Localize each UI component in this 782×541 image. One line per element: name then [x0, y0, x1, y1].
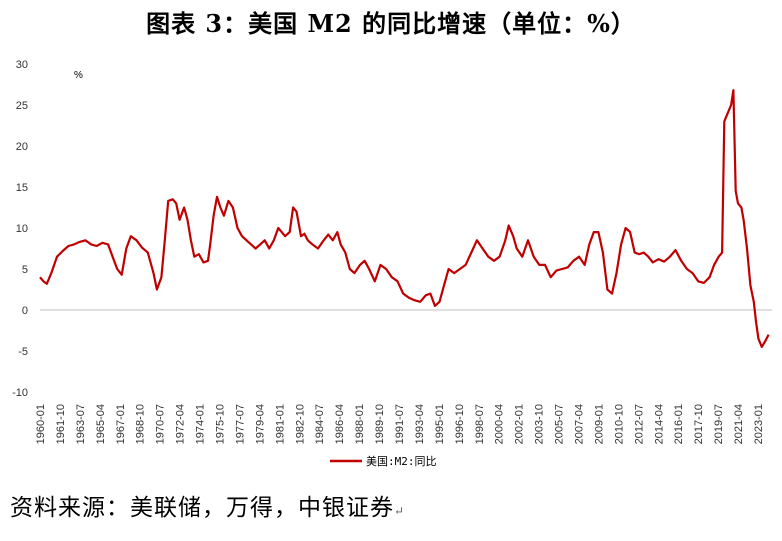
x-tick-label: 1989-10 [374, 404, 386, 444]
x-tick-label: 1986-04 [334, 404, 346, 444]
x-tick-label: 1961-10 [55, 404, 67, 444]
x-tick-label: 2007-04 [574, 404, 586, 444]
series-line-m2-yoy [39, 89, 770, 348]
y-tick-label: -10 [12, 387, 28, 399]
x-tick-label: 1991-07 [394, 404, 406, 444]
y-axis-unit-label: % [74, 70, 83, 81]
x-tick-label: 1970-07 [155, 404, 167, 444]
legend: 美国:M2:同比 [330, 455, 437, 468]
legend-label: 美国:M2:同比 [366, 455, 437, 468]
x-axis-tick-labels: 1960-01 1961-10 1963-07 1965-04 1967-01 1968-… [35, 404, 765, 444]
return-mark: ↵ [394, 504, 406, 518]
x-tick-label: 1967-01 [115, 404, 127, 444]
x-tick-label: 2002-01 [514, 404, 526, 444]
x-tick-label: 2012-07 [633, 404, 645, 444]
x-tick-label: 2023-01 [753, 404, 765, 444]
x-tick-label: 1965-04 [95, 404, 107, 444]
x-tick-label: 1979-04 [254, 404, 266, 444]
x-tick-label: 1963-07 [75, 404, 87, 444]
y-tick-label: -5 [18, 346, 28, 358]
y-tick-label: 25 [16, 100, 28, 112]
y-tick-label: 30 [16, 59, 28, 71]
x-tick-label: 2019-07 [713, 404, 725, 444]
y-tick-label: 0 [22, 305, 28, 317]
x-tick-label: 1995-01 [434, 404, 446, 444]
x-tick-label: 1998-07 [474, 404, 486, 444]
x-tick-label: 1975-10 [215, 404, 227, 444]
x-tick-label: 1960-01 [35, 404, 47, 444]
x-tick-label: 2014-04 [653, 404, 665, 444]
y-tick-label: 15 [16, 182, 28, 194]
x-tick-label: 2017-10 [693, 404, 705, 444]
y-tick-label: 10 [16, 223, 28, 235]
y-tick-label: 5 [22, 264, 28, 276]
x-tick-label: 1984-07 [314, 404, 326, 444]
x-tick-label: 1974-01 [195, 404, 207, 444]
y-axis-tick-labels: 30 25 20 15 10 5 0 -5 -10 [12, 59, 28, 399]
x-tick-label: 1977-07 [234, 404, 246, 444]
x-tick-label: 1972-04 [175, 404, 187, 444]
x-tick-label: 2003-10 [534, 404, 546, 444]
x-tick-label: 2021-04 [733, 404, 745, 444]
source-text: 资料来源：美联储，万得，中银证券 [10, 495, 394, 521]
x-tick-label: 2016-01 [673, 404, 685, 444]
y-tick-label: 20 [16, 141, 28, 153]
x-tick-label: 1993-04 [414, 404, 426, 444]
x-tick-label: 1988-01 [354, 404, 366, 444]
x-tick-label: 1982-10 [294, 404, 306, 444]
source-note: 资料来源：美联储，万得，中银证券↵ [10, 488, 405, 522]
x-tick-label: 2009-01 [593, 404, 605, 444]
chart-title: 图表 3：美国 M2 的同比增速（单位：%） [146, 9, 636, 38]
x-tick-label: 1996-10 [454, 404, 466, 444]
x-tick-label: 2005-07 [554, 404, 566, 444]
x-tick-label: 1968-10 [135, 404, 147, 444]
x-tick-label: 2000-04 [494, 404, 506, 444]
x-tick-label: 2010-10 [613, 404, 625, 444]
x-tick-label: 1981-01 [274, 404, 286, 444]
